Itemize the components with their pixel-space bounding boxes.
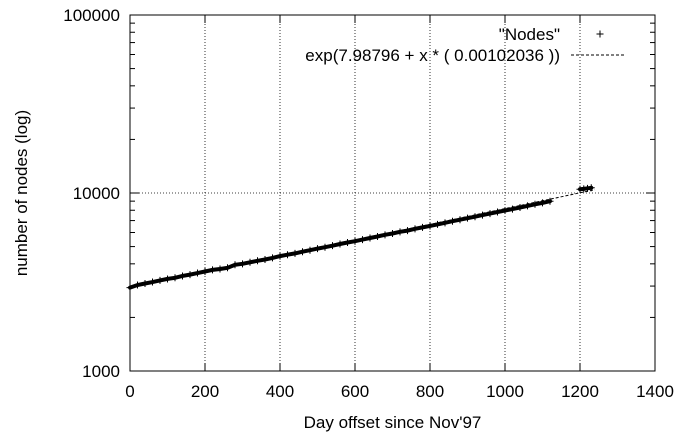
data-point bbox=[171, 274, 179, 282]
legend-label-fit: exp(7.98796 + x * ( 0.00102036 )) bbox=[305, 46, 560, 65]
data-point bbox=[587, 184, 595, 192]
data-point bbox=[434, 220, 441, 228]
data-point bbox=[321, 243, 329, 251]
data-point bbox=[291, 249, 299, 257]
data-point bbox=[209, 266, 216, 274]
data-point bbox=[456, 216, 464, 224]
legend-symbol-nodes bbox=[596, 30, 604, 38]
data-point bbox=[580, 185, 588, 193]
data-point bbox=[156, 276, 164, 284]
data-point bbox=[464, 214, 471, 222]
x-tick-label: 1200 bbox=[561, 382, 599, 401]
legend-label-nodes: "Nodes" bbox=[499, 25, 560, 44]
data-point bbox=[186, 271, 194, 279]
data-point bbox=[269, 254, 276, 262]
data-point bbox=[374, 232, 381, 240]
data-point bbox=[231, 261, 239, 269]
data-point bbox=[344, 239, 351, 247]
data-point bbox=[449, 217, 456, 225]
x-axis-title: Day offset since Nov'97 bbox=[304, 413, 482, 432]
legend: "Nodes" exp(7.98796 + x * ( 0.00102036 )… bbox=[305, 25, 626, 65]
data-point bbox=[284, 251, 291, 259]
data-point bbox=[584, 184, 591, 192]
data-point bbox=[471, 213, 479, 221]
data-point bbox=[539, 199, 546, 207]
data-point bbox=[276, 252, 284, 260]
data-point bbox=[261, 256, 269, 264]
y-tick-label: 1000 bbox=[82, 362, 120, 381]
x-tick-label: 200 bbox=[191, 382, 219, 401]
data-point bbox=[239, 260, 246, 268]
data-point bbox=[351, 237, 359, 245]
data-point bbox=[329, 242, 336, 250]
x-tick-label: 1000 bbox=[486, 382, 524, 401]
data-point bbox=[366, 234, 374, 242]
data-point bbox=[501, 207, 509, 215]
data-point bbox=[194, 269, 201, 277]
x-tick-label: 0 bbox=[125, 382, 134, 401]
data-point bbox=[299, 248, 306, 256]
data-point bbox=[516, 203, 524, 211]
x-tick-label: 600 bbox=[341, 382, 369, 401]
data-point bbox=[486, 210, 494, 218]
y-tick-label: 100000 bbox=[63, 6, 120, 25]
data-point bbox=[336, 240, 344, 248]
data-point bbox=[224, 264, 231, 272]
data-point bbox=[479, 211, 486, 219]
data-point bbox=[411, 225, 419, 233]
data-point bbox=[381, 231, 389, 239]
data-point bbox=[141, 280, 149, 288]
data-point bbox=[306, 246, 314, 254]
data-point bbox=[531, 200, 539, 208]
data-point bbox=[494, 208, 501, 216]
data-point bbox=[509, 205, 516, 213]
data-point bbox=[314, 245, 321, 253]
data-point bbox=[216, 265, 224, 273]
y-axis-title: number of nodes (log) bbox=[12, 110, 31, 276]
y-tick-label: 10000 bbox=[73, 184, 120, 203]
data-point bbox=[524, 202, 531, 210]
data-point bbox=[396, 228, 404, 236]
ticks: 0 200 400 600 800 1000 1200 1400 1000 10000 100000 bbox=[63, 6, 674, 401]
x-tick-label: 800 bbox=[416, 382, 444, 401]
grid bbox=[130, 15, 655, 371]
data-layer bbox=[126, 184, 596, 292]
data-point bbox=[404, 227, 411, 235]
data-point bbox=[246, 258, 254, 266]
x-tick-label: 400 bbox=[266, 382, 294, 401]
data-point bbox=[164, 275, 171, 283]
data-point bbox=[426, 222, 434, 230]
data-point bbox=[546, 197, 554, 205]
data-point bbox=[389, 230, 396, 238]
data-point bbox=[134, 281, 141, 289]
data-point bbox=[419, 223, 426, 231]
data-point bbox=[254, 257, 261, 265]
x-tick-label: 1400 bbox=[636, 382, 674, 401]
data-point bbox=[359, 236, 366, 244]
data-point bbox=[201, 268, 209, 276]
data-point bbox=[179, 272, 186, 280]
data-point bbox=[149, 278, 156, 286]
data-point bbox=[441, 219, 449, 227]
